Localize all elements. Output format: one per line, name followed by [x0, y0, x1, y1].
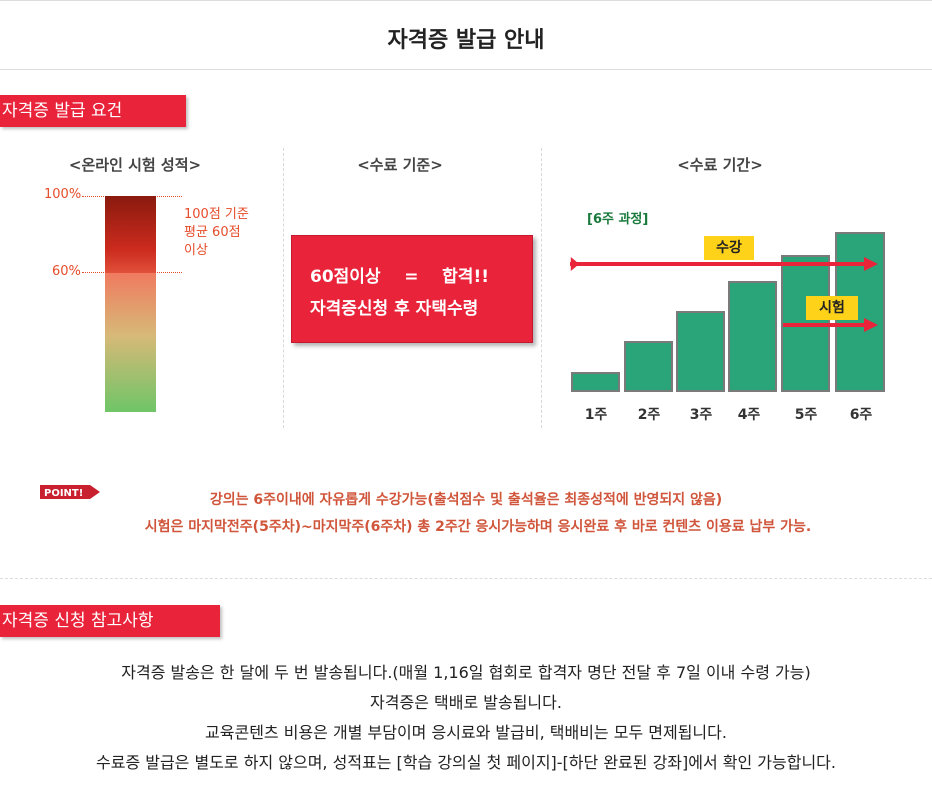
point-badge-text: POINT!: [44, 488, 83, 499]
note-line: 자격증 발송은 한 달에 두 번 발송됩니다.(매월 1,16일 협회로 합격자…: [121, 663, 811, 682]
note-line: 교육콘텐츠 비용은 개별 부담이며 응시료와 발급비, 택배비는 모두 면제됩니…: [205, 723, 727, 742]
lecture-arrow-line: [570, 262, 866, 266]
week-step-5: [781, 255, 830, 392]
gauge-lower-zone: [105, 273, 156, 412]
lecture-label: 수강: [704, 236, 754, 260]
lecture-arrow-tail: [570, 257, 580, 271]
point-badge-icon: POINT!: [40, 485, 100, 499]
gauge-note-line: 이상: [184, 243, 208, 258]
gauge-tick-60: 60%: [52, 264, 81, 279]
title-divider: [0, 69, 932, 70]
note-line: 자격증은 택배로 발송됩니다.: [370, 693, 562, 712]
week-label: 5주: [794, 407, 818, 423]
gauge-note-line: 100점 기준: [184, 207, 249, 222]
week-step-1: [571, 372, 620, 392]
week-step-2: [624, 341, 673, 392]
week-step-3: [676, 311, 725, 392]
column-divider: [541, 148, 542, 428]
week-label: 6주: [849, 407, 873, 423]
page-title: 자격증 발급 안내: [387, 28, 545, 53]
point-line-1: 강의는 6주이내에 자유롭게 수강가능(출석점수 및 출석율은 최종성적에 반영…: [209, 492, 723, 508]
section-requirements-tag: 자격증 발급 요건: [0, 95, 186, 127]
week-step-4: [728, 281, 777, 392]
score-gauge-bar: [105, 196, 156, 412]
gauge-note-line: 평균 60점: [184, 225, 241, 240]
gauge-tick-100: 100%: [44, 187, 82, 202]
course-duration-label: [6주 과정]: [587, 212, 649, 227]
note-line: 수료증 발급은 별도로 하지 않으며, 성적표는 [학습 강의실 첫 페이지]-…: [96, 753, 836, 772]
section-notes-tag: 자격증 신청 참고사항: [0, 605, 220, 637]
top-border: [0, 0, 932, 1]
pass-criteria-box: 60점이상 = 합격!! 자격증신청 후 자택수령: [291, 235, 533, 343]
week-label: 1주: [584, 407, 608, 423]
pass-criteria-line1: 60점이상 = 합격!!: [310, 267, 489, 287]
col-completion-period-title: <수료 기간>: [677, 156, 763, 174]
exam-label: 시험: [806, 296, 858, 320]
point-line-2: 시험은 마지막전주(5주차)~마지막주(6주차) 총 2주간 응시가능하며 응시…: [144, 519, 812, 535]
gauge-note: 100점 기준 평균 60점 이상: [184, 206, 249, 260]
lecture-arrow-head: [864, 257, 878, 271]
section-divider: [0, 578, 932, 579]
week-label: 4주: [737, 407, 761, 423]
exam-arrow-head: [864, 318, 878, 332]
col-completion-criteria-title: <수료 기준>: [357, 156, 443, 174]
gauge-pass-zone: [105, 196, 156, 273]
week-step-6: [835, 232, 885, 392]
week-label: 2주: [637, 407, 661, 423]
week-label: 3주: [689, 407, 713, 423]
pass-criteria-line2: 자격증신청 후 자택수령: [310, 299, 479, 319]
exam-arrow-line: [783, 323, 865, 327]
column-divider: [283, 148, 284, 428]
col-online-exam-title: <온라인 시험 성적>: [68, 156, 202, 174]
